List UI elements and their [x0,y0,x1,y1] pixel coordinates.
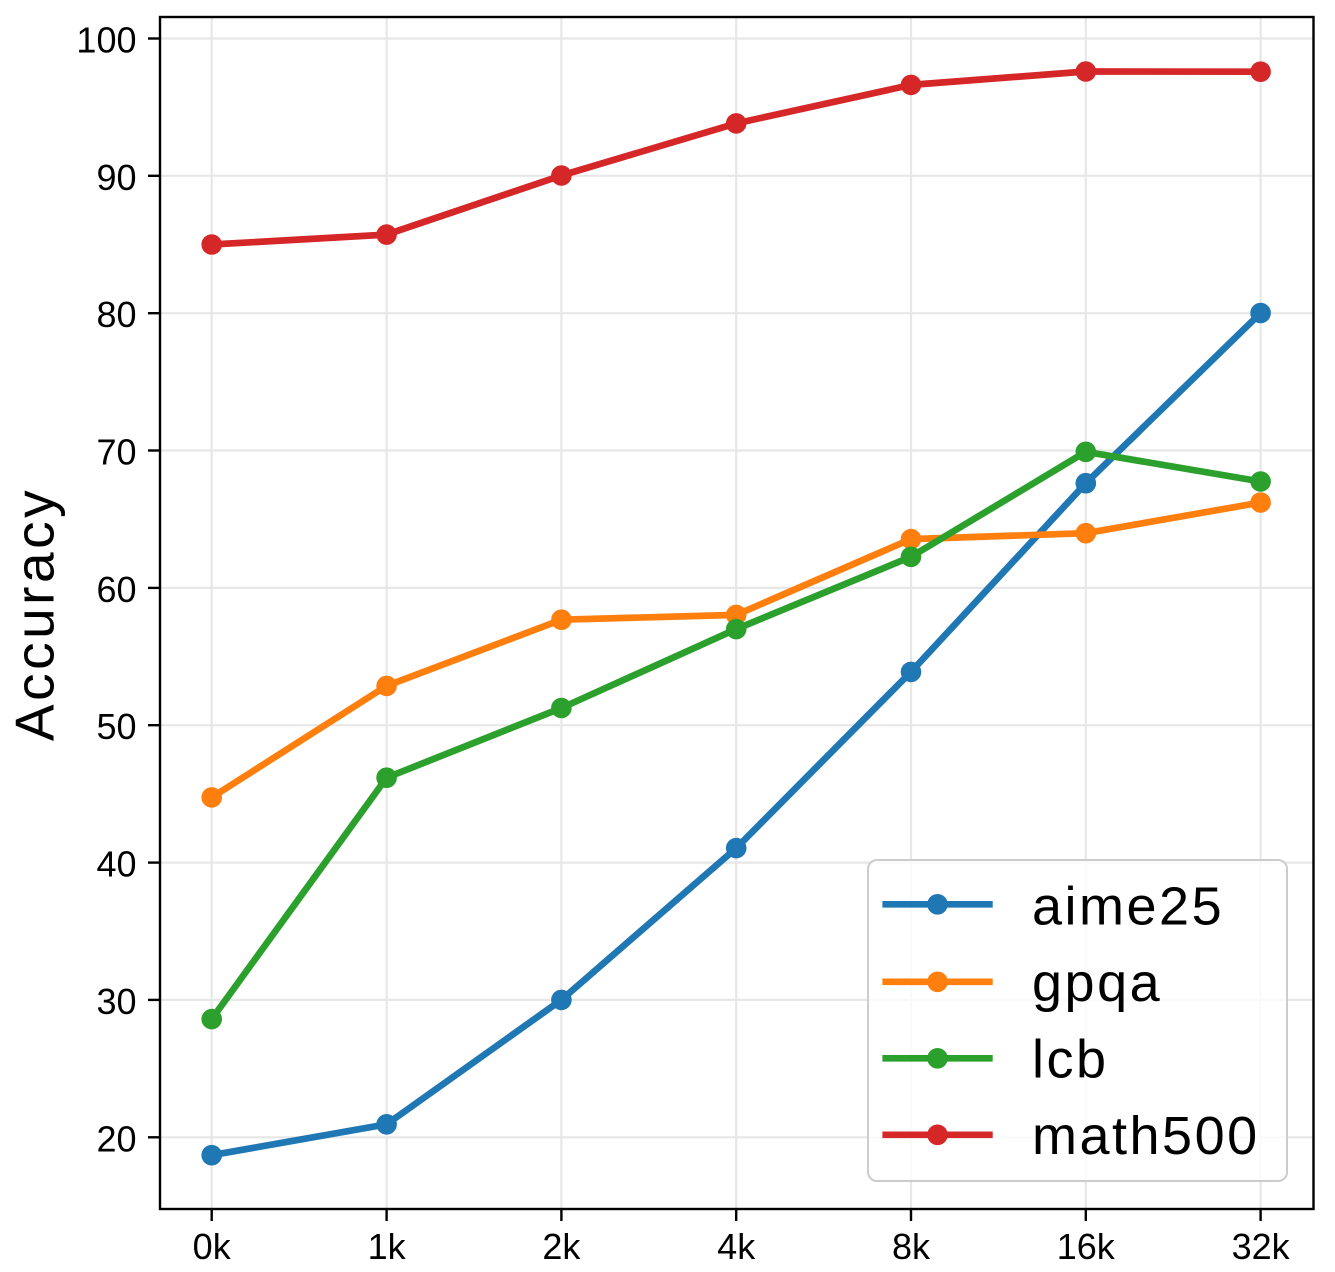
svg-text:50: 50 [96,706,136,747]
svg-text:60: 60 [96,569,136,610]
svg-text:30: 30 [96,981,136,1022]
svg-text:70: 70 [96,432,136,473]
svg-text:Accuracy: Accuracy [4,487,66,741]
svg-text:0k: 0k [193,1226,232,1267]
svg-text:lcb: lcb [1032,1029,1109,1089]
svg-text:1k: 1k [368,1226,407,1267]
svg-text:4k: 4k [717,1226,756,1267]
svg-text:aime25: aime25 [1032,876,1224,936]
svg-text:20: 20 [96,1118,136,1159]
svg-text:40: 40 [96,844,136,885]
svg-text:2k: 2k [542,1226,581,1267]
svg-text:16k: 16k [1057,1226,1116,1267]
svg-text:32k: 32k [1232,1226,1291,1267]
svg-text:100: 100 [76,20,136,61]
svg-text:8k: 8k [892,1226,931,1267]
svg-text:gpqa: gpqa [1032,953,1162,1013]
svg-text:math500: math500 [1032,1106,1260,1166]
svg-text:90: 90 [96,157,136,198]
svg-text:80: 80 [96,294,136,335]
